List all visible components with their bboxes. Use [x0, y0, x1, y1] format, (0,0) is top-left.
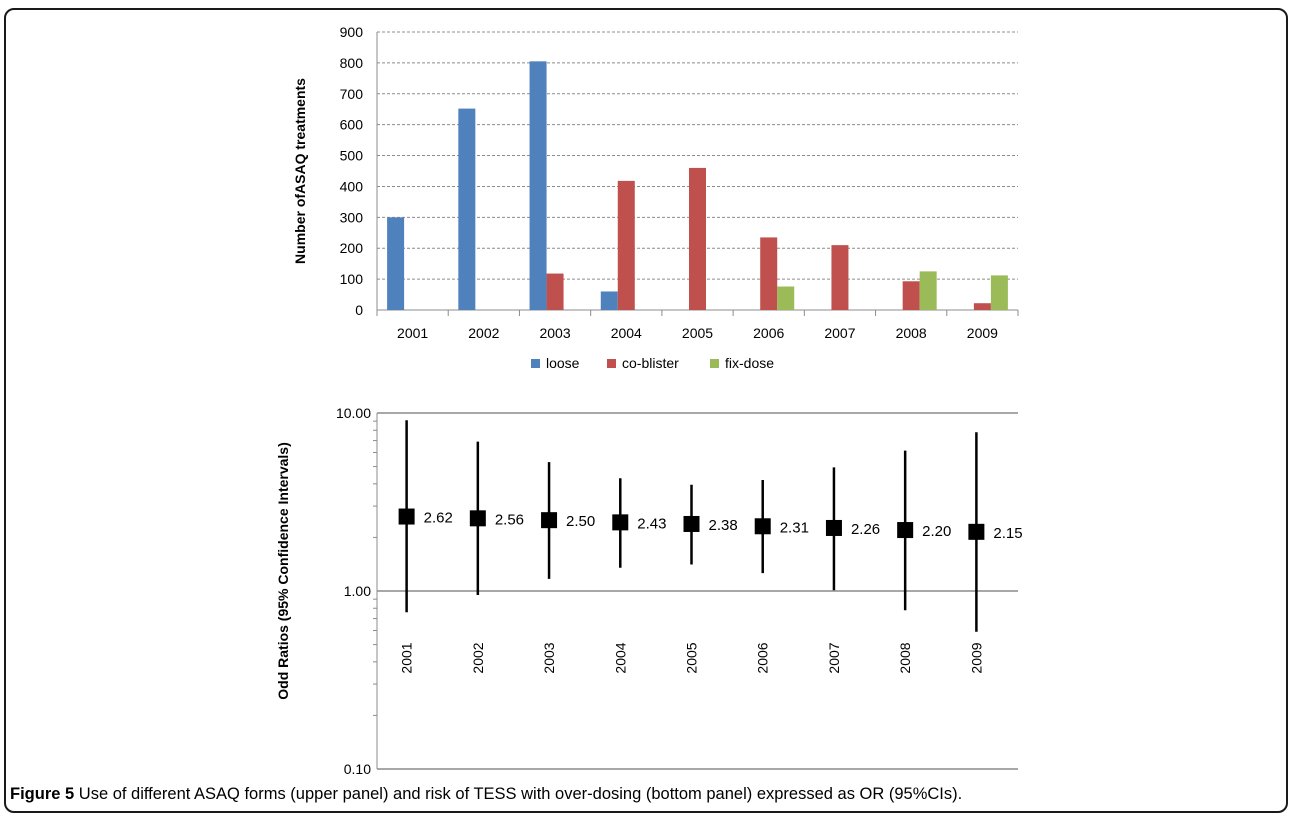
or-marker	[612, 514, 629, 531]
y-tick-label: 400	[340, 178, 364, 194]
legend-label-co-blister: co-blister	[622, 355, 679, 371]
or-x-tick-label: 2007	[826, 642, 842, 673]
or-value-label: 2.20	[922, 523, 951, 540]
or-y-tick-label: 0.10	[344, 761, 371, 777]
y-tick-label: 700	[340, 86, 364, 102]
or-marker	[825, 519, 842, 536]
or-y-tick-label: 1.00	[344, 583, 371, 599]
y-tick-label: 900	[340, 24, 364, 40]
y-tick-label: 300	[340, 209, 364, 225]
or-x-tick-label: 2003	[541, 642, 557, 673]
y-tick-label: 500	[340, 148, 364, 164]
x-tick-label: 2003	[539, 325, 570, 341]
or-value-label: 2.43	[637, 515, 666, 532]
or-value-label: 2.15	[993, 525, 1022, 542]
or-x-tick-label: 2001	[399, 642, 415, 673]
or-marker	[541, 512, 558, 529]
x-tick-label: 2007	[824, 325, 855, 341]
caption-text: Use of different ASAQ forms (upper panel…	[74, 785, 963, 803]
bar-loose	[529, 61, 547, 310]
or-y-tick-label: 10.00	[336, 405, 371, 421]
x-tick-label: 2008	[896, 325, 927, 341]
y-axis-label: Number ofASAQ treatments	[292, 78, 308, 264]
or-x-tick-label: 2002	[470, 642, 486, 673]
x-tick-label: 2002	[468, 325, 499, 341]
or-x-tick-label: 2006	[755, 642, 771, 673]
or-marker	[968, 523, 985, 540]
bar-co-blister	[689, 167, 706, 310]
x-tick-label: 2009	[967, 325, 998, 341]
or-value-label: 2.56	[495, 511, 524, 528]
y-tick-label: 0	[355, 302, 363, 318]
legend-label-fix-dose: fix-dose	[725, 355, 774, 371]
bar-loose	[458, 108, 476, 310]
bar-co-blister	[760, 237, 778, 310]
or-marker	[683, 515, 700, 532]
x-tick-label: 2005	[682, 325, 713, 341]
bar-loose	[387, 217, 405, 310]
or-value-label: 2.62	[424, 510, 453, 527]
bar-fix-dose	[990, 275, 1008, 310]
or-marker	[754, 518, 771, 535]
legend-swatch-loose	[531, 359, 540, 368]
bar-co-blister	[973, 303, 991, 310]
bar-co-blister	[831, 245, 849, 310]
y-tick-label: 600	[340, 117, 364, 133]
x-tick-label: 2006	[753, 325, 784, 341]
figure-frame	[4, 8, 1288, 813]
or-value-label: 2.50	[566, 513, 595, 530]
or-x-tick-label: 2005	[684, 642, 700, 673]
or-value-label: 2.38	[709, 517, 738, 534]
y-tick-label: 200	[340, 240, 364, 256]
or-marker	[897, 522, 914, 539]
or-y-axis-label: Odd Ratios (95% Confidence Intervals)	[275, 442, 291, 700]
x-tick-label: 2001	[397, 325, 428, 341]
or-x-tick-label: 2008	[897, 642, 913, 673]
bar-co-blister	[546, 273, 564, 310]
legend-label-loose: loose	[546, 355, 580, 371]
bar-loose	[600, 291, 618, 310]
caption-label: Figure 5	[10, 785, 75, 803]
or-marker	[398, 508, 415, 525]
legend-swatch-fix-dose	[710, 359, 719, 368]
bar-fix-dose	[777, 286, 795, 310]
or-marker	[469, 510, 486, 527]
figure-caption: Figure 5 Use of different ASAQ forms (up…	[10, 785, 962, 804]
bar-co-blister	[902, 281, 920, 310]
bar-co-blister	[617, 180, 635, 310]
legend-swatch-co-blister	[607, 359, 616, 368]
y-tick-label: 100	[340, 271, 364, 287]
or-x-tick-label: 2004	[612, 642, 628, 673]
bar-fix-dose	[919, 271, 937, 310]
or-value-label: 2.31	[780, 519, 809, 536]
or-value-label: 2.26	[851, 521, 880, 538]
y-tick-label: 800	[340, 55, 364, 71]
x-tick-label: 2004	[611, 325, 642, 341]
or-x-tick-label: 2009	[968, 642, 984, 673]
